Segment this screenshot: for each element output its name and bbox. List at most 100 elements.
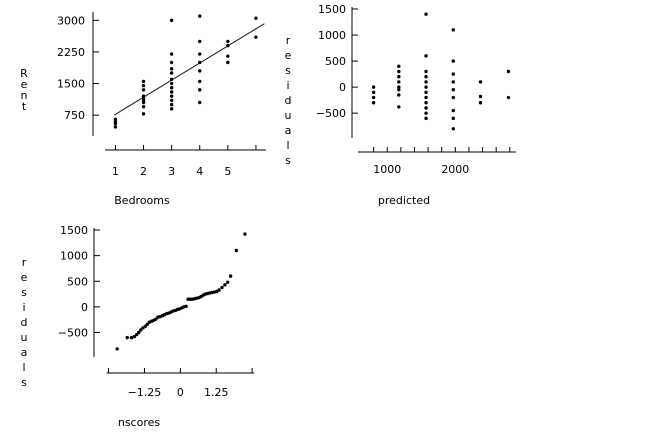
data-point <box>451 72 455 76</box>
data-point <box>451 88 455 92</box>
data-point <box>198 52 202 56</box>
data-point <box>113 117 118 122</box>
y-axis-label-letter: n <box>21 89 28 102</box>
data-point <box>169 18 174 23</box>
y-axis-label-letter: l <box>22 361 25 374</box>
y-tick-label: 1000 <box>318 29 346 42</box>
x-axis-label: Bedrooms <box>114 194 170 207</box>
y-axis-label-letter: s <box>285 64 291 77</box>
data-point <box>115 347 119 351</box>
data-point <box>424 80 428 84</box>
data-point <box>223 283 227 287</box>
data-point <box>198 88 202 92</box>
data-point <box>371 101 376 105</box>
x-tick-label: 2 <box>140 165 147 178</box>
data-point <box>397 105 401 109</box>
data-point <box>424 95 428 100</box>
y-axis-label-letter: e <box>21 271 28 284</box>
data-point <box>169 67 174 71</box>
y-axis-label-letter: e <box>285 49 292 62</box>
data-point <box>226 60 230 65</box>
data-point <box>226 280 230 284</box>
data-point <box>141 94 146 98</box>
data-point <box>198 14 202 18</box>
data-point <box>451 80 455 84</box>
data-point <box>397 85 401 89</box>
data-point <box>451 28 455 32</box>
data-point <box>169 90 174 94</box>
y-axis-label-letter: t <box>22 100 27 113</box>
data-point <box>198 100 202 105</box>
y-axis-label-letter: e <box>21 78 28 91</box>
data-point <box>198 69 202 73</box>
data-point <box>254 16 258 20</box>
data-point <box>478 101 483 105</box>
x-tick-label: 1000 <box>373 163 401 176</box>
data-point <box>397 80 401 84</box>
x-tick-label: −1.25 <box>128 386 162 399</box>
data-point <box>198 60 202 65</box>
y-tick-label: 500 <box>67 275 88 288</box>
data-point <box>424 75 428 79</box>
y-axis-label-letter: s <box>21 286 27 299</box>
data-point <box>451 59 455 63</box>
data-point <box>141 83 146 88</box>
x-tick-label: 2000 <box>441 163 469 176</box>
data-point <box>371 90 376 95</box>
data-point <box>226 39 230 44</box>
y-tick-label: −500 <box>58 327 88 340</box>
data-point <box>141 88 146 92</box>
data-point <box>184 304 188 309</box>
data-point <box>424 106 428 110</box>
data-point <box>424 116 428 121</box>
data-point <box>424 111 428 115</box>
y-tick-label: 0 <box>81 301 88 314</box>
y-tick-label: 1500 <box>57 78 85 91</box>
data-point <box>451 116 455 121</box>
y-axis-label-letter: R <box>20 67 28 80</box>
data-point <box>141 112 146 116</box>
data-point <box>169 52 174 56</box>
data-point <box>132 334 137 339</box>
data-point <box>169 107 174 111</box>
y-tick-label: 3000 <box>57 14 85 27</box>
y-axis-label-letter: r <box>286 34 291 47</box>
data-point <box>254 35 258 39</box>
data-point <box>198 79 202 84</box>
data-point <box>506 69 511 74</box>
data-point <box>506 95 511 100</box>
x-tick-label: 1 <box>112 165 119 178</box>
data-point <box>129 335 134 340</box>
data-point <box>169 102 174 107</box>
data-point <box>169 71 174 75</box>
data-point <box>424 90 428 95</box>
data-point <box>141 79 146 84</box>
data-point <box>371 95 376 100</box>
data-point <box>243 232 247 236</box>
data-point <box>169 86 174 90</box>
data-point <box>226 54 230 58</box>
y-tick-label: 2250 <box>57 46 85 59</box>
data-point <box>228 274 233 278</box>
y-axis-label-letter: a <box>285 124 292 137</box>
data-point <box>424 54 428 58</box>
data-point <box>397 88 401 92</box>
x-axis-label: predicted <box>378 194 430 207</box>
data-point <box>478 94 483 99</box>
data-point <box>217 288 221 292</box>
y-axis-label-letter: u <box>285 109 292 122</box>
data-point <box>169 60 174 65</box>
y-tick-label: 750 <box>64 109 85 122</box>
regression-line <box>113 23 265 116</box>
data-point <box>137 330 141 335</box>
data-point <box>424 85 428 89</box>
data-point <box>169 94 174 98</box>
x-tick-label: 3 <box>168 165 175 178</box>
data-point <box>397 64 401 68</box>
